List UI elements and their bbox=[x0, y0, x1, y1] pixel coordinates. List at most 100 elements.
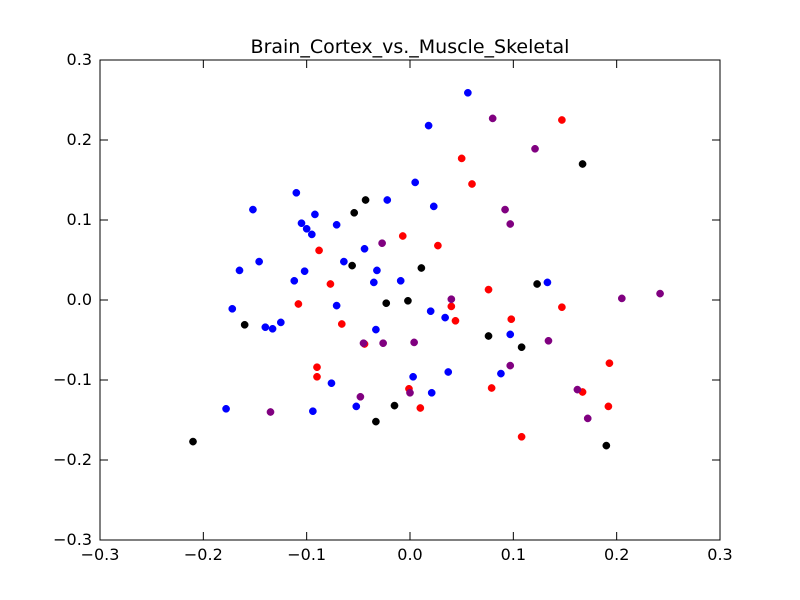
point-s3-6 bbox=[240, 320, 249, 329]
x-tick-label-3: 0.0 bbox=[397, 545, 422, 564]
x-tick-label-1: −0.2 bbox=[184, 545, 223, 564]
point-s0-30 bbox=[506, 330, 515, 339]
point-s0-11 bbox=[307, 230, 316, 239]
y-tick-label-6: −0.3 bbox=[53, 530, 92, 549]
point-s2-16 bbox=[583, 414, 592, 423]
point-s1-16 bbox=[313, 363, 321, 372]
point-s0-31 bbox=[444, 368, 453, 376]
point-s3-9 bbox=[484, 332, 493, 340]
point-s3-2 bbox=[350, 208, 359, 217]
point-s2-5 bbox=[617, 294, 626, 303]
point-s3-4 bbox=[417, 264, 426, 272]
point-s0-26 bbox=[276, 318, 285, 327]
point-s3-12 bbox=[390, 401, 399, 410]
x-tick-label-2: −0.1 bbox=[287, 545, 326, 564]
point-s1-8 bbox=[294, 300, 303, 308]
point-s2-10 bbox=[379, 339, 387, 348]
point-s2-0 bbox=[488, 114, 497, 123]
point-s0-3 bbox=[292, 188, 301, 197]
point-s3-10 bbox=[517, 343, 526, 352]
point-s0-13 bbox=[255, 257, 263, 266]
point-s3-14 bbox=[189, 437, 197, 446]
point-s2-15 bbox=[356, 392, 365, 401]
point-s1-5 bbox=[315, 246, 323, 255]
point-s2-8 bbox=[544, 336, 553, 345]
point-s2-1 bbox=[531, 144, 539, 153]
point-s3-3 bbox=[348, 261, 356, 270]
point-s0-0 bbox=[464, 88, 472, 97]
point-s0-15 bbox=[235, 266, 244, 275]
point-s1-11 bbox=[451, 316, 460, 325]
point-s1-1 bbox=[457, 154, 466, 163]
point-s0-34 bbox=[327, 379, 336, 388]
point-s1-12 bbox=[507, 315, 516, 324]
x-tick-label-4: 0.1 bbox=[501, 545, 526, 564]
point-s1-4 bbox=[434, 241, 442, 250]
point-s0-16 bbox=[300, 267, 309, 276]
point-s0-17 bbox=[373, 266, 381, 275]
points-layer bbox=[189, 88, 664, 450]
point-s0-10 bbox=[302, 224, 311, 233]
point-s2-14 bbox=[406, 388, 414, 397]
y-axis: 0.3 0.2 0.1 0.0 −0.1 −0.2 −0.3 bbox=[53, 50, 720, 549]
y-tick-label-4: −0.1 bbox=[53, 370, 92, 389]
point-s0-22 bbox=[332, 301, 341, 310]
point-s0-28 bbox=[268, 324, 277, 333]
x-axis: −0.3 −0.2 −0.1 0.0 0.1 0.2 0.3 bbox=[81, 60, 733, 564]
point-s0-2 bbox=[411, 178, 420, 187]
point-s3-7 bbox=[382, 299, 391, 308]
point-s1-3 bbox=[398, 232, 407, 240]
point-s0-12 bbox=[360, 244, 369, 253]
point-s2-4 bbox=[378, 239, 386, 248]
point-s0-5 bbox=[383, 196, 392, 204]
point-s2-7 bbox=[447, 295, 456, 304]
y-tick-label-0: 0.3 bbox=[67, 50, 92, 69]
point-s0-8 bbox=[297, 219, 306, 228]
point-s0-9 bbox=[332, 220, 341, 229]
point-s2-3 bbox=[506, 220, 515, 228]
y-tick-label-2: 0.1 bbox=[67, 210, 92, 229]
point-s3-5 bbox=[533, 280, 541, 288]
point-s0-33 bbox=[409, 372, 417, 381]
point-s2-9 bbox=[410, 338, 418, 347]
point-s0-27 bbox=[261, 323, 270, 332]
point-s3-0 bbox=[578, 160, 587, 168]
point-s0-21 bbox=[543, 278, 552, 287]
point-s2-6 bbox=[656, 289, 664, 298]
point-s1-15 bbox=[605, 359, 614, 368]
point-s0-19 bbox=[369, 278, 378, 287]
y-tick-label-1: 0.2 bbox=[67, 130, 92, 149]
point-s0-37 bbox=[309, 407, 317, 416]
y-tick-label-5: −0.2 bbox=[53, 450, 92, 469]
point-s1-10 bbox=[558, 303, 566, 312]
point-s1-0 bbox=[558, 116, 566, 124]
point-s1-22 bbox=[416, 404, 425, 412]
point-s0-29 bbox=[372, 325, 380, 334]
point-s1-13 bbox=[337, 320, 346, 328]
point-s0-1 bbox=[424, 121, 433, 130]
point-s1-21 bbox=[604, 402, 613, 411]
point-s3-13 bbox=[602, 441, 611, 450]
point-s2-12 bbox=[359, 339, 368, 348]
point-s2-17 bbox=[266, 408, 275, 416]
point-s1-23 bbox=[517, 432, 526, 441]
point-s3-1 bbox=[361, 196, 370, 204]
point-s0-24 bbox=[426, 307, 435, 316]
point-s0-23 bbox=[228, 304, 237, 313]
point-s1-17 bbox=[313, 372, 321, 381]
point-s0-35 bbox=[427, 388, 436, 397]
y-tick-label-3: 0.0 bbox=[67, 290, 92, 309]
point-s0-25 bbox=[441, 313, 449, 322]
point-s0-6 bbox=[429, 202, 438, 211]
point-s0-32 bbox=[497, 369, 505, 378]
point-s0-4 bbox=[249, 205, 257, 214]
point-s0-14 bbox=[340, 257, 348, 266]
point-s0-7 bbox=[311, 210, 319, 219]
x-tick-label-5: 0.2 bbox=[604, 545, 629, 564]
point-s1-6 bbox=[326, 280, 335, 288]
point-s0-36 bbox=[222, 404, 230, 413]
point-s1-2 bbox=[468, 180, 476, 188]
